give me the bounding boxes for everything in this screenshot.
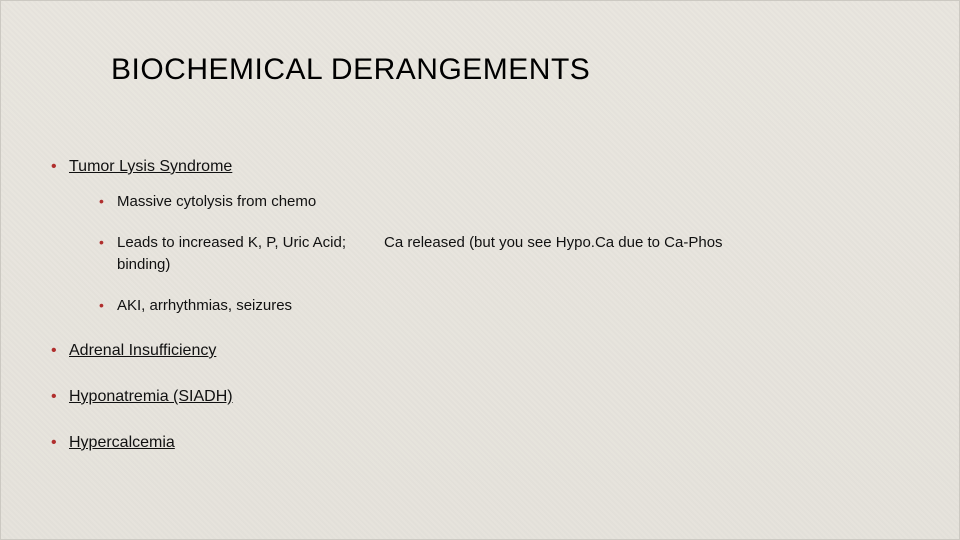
bullet-heading: Tumor Lysis Syndrome [69,158,232,175]
bullet-hyponatremia: Hyponatremia (SIADH) [47,385,919,409]
bullet-heading: Hypercalcemia [69,434,175,451]
bullet-list-level1: Tumor Lysis Syndrome Massive cytolysis f… [47,155,919,455]
slide-title: BIOCHEMICAL DERANGEMENTS [111,53,590,87]
sub-bullet-text-continuation: binding) [117,254,919,277]
sub-bullet: AKI, arrhythmias, seizures [99,295,919,318]
bullet-heading: Adrenal Insufficiency [69,342,216,359]
sub-bullet-text-part1: Leads to increased K, P, Uric Acid; [117,234,346,251]
bullet-hypercalcemia: Hypercalcemia [47,431,919,455]
slide-content: Tumor Lysis Syndrome Massive cytolysis f… [47,155,919,477]
bullet-adrenal-insufficiency: Adrenal Insufficiency [47,339,919,363]
sub-bullet: Leads to increased K, P, Uric Acid; Ca re… [99,232,919,277]
sub-bullet-text: Massive cytolysis from chemo [117,193,316,210]
sub-bullet: Massive cytolysis from chemo [99,191,919,214]
sub-bullet-text-part2: Ca released (but you see Hypo.Ca due to … [384,234,723,251]
bullet-tumor-lysis: Tumor Lysis Syndrome Massive cytolysis f… [47,155,919,317]
bullet-heading: Hyponatremia (SIADH) [69,388,233,405]
bullet-list-level2: Massive cytolysis from chemo Leads to in… [69,191,919,317]
sub-bullet-text: AKI, arrhythmias, seizures [117,297,292,314]
slide: BIOCHEMICAL DERANGEMENTS Tumor Lysis Syn… [1,1,959,539]
